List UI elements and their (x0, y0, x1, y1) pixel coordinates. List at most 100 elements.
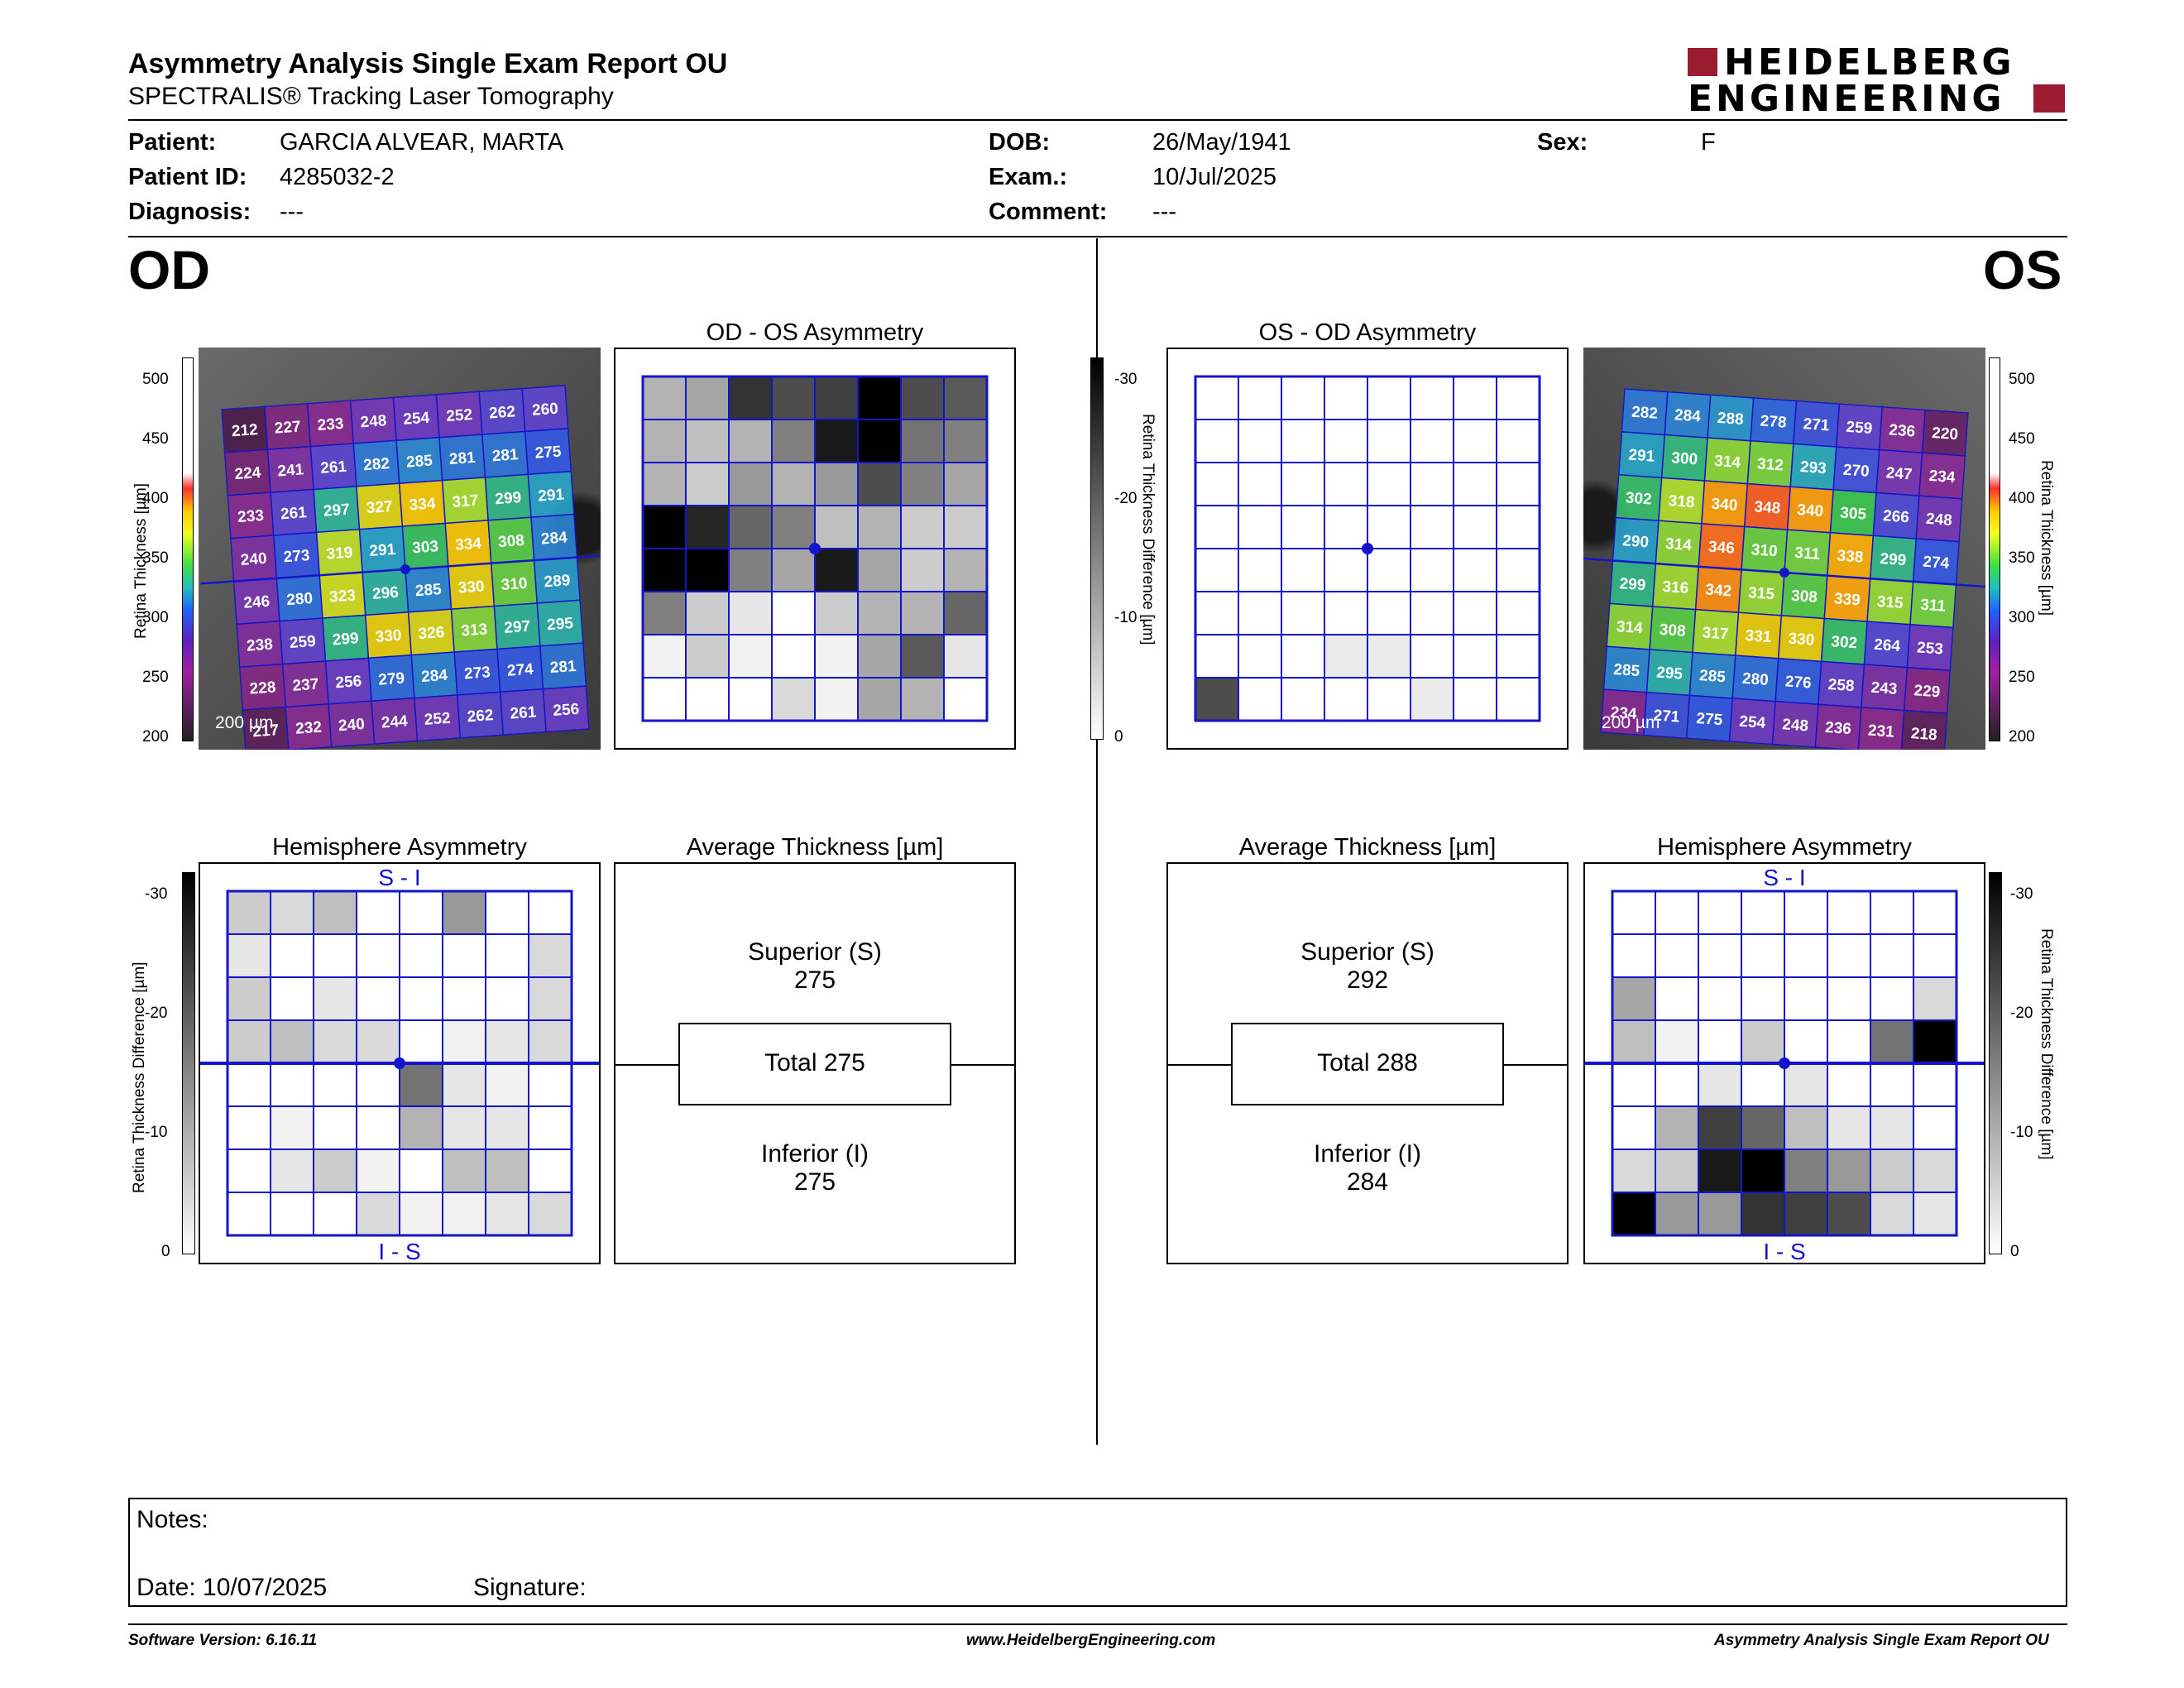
os-thickness-value: 264 (1874, 636, 1902, 655)
dob-value: 26/May/1941 (1152, 129, 1291, 156)
os-asym-cell (1410, 505, 1454, 549)
od-thickness-value: 317 (452, 492, 479, 511)
diff-tick-20: -20 (1114, 490, 1138, 507)
od-hemi-tick-20: -20 (145, 1005, 168, 1022)
od-superior-label: Superior (S) (748, 938, 882, 966)
os-asym-cell (1324, 634, 1368, 679)
difference-colorbar (1090, 357, 1104, 740)
od-asym-cell (685, 462, 730, 506)
os-hemi-cell (1784, 1149, 1828, 1193)
od-thickness-value: 285 (405, 452, 433, 471)
os-asym-cell (1281, 677, 1325, 722)
od-hemi-cell (442, 1062, 486, 1107)
comment-value: --- (1152, 199, 1176, 225)
patient-id: 4285032-2 (280, 164, 395, 190)
od-tick-350: 350 (142, 549, 169, 567)
os-hemi-cell (1827, 976, 1871, 1021)
od-hemi-cell (270, 976, 314, 1021)
os-thickness-value: 270 (1842, 462, 1870, 481)
od-asym-cell (642, 548, 687, 592)
os-hemi-cell (1784, 933, 1828, 978)
os-asym-cell (1367, 376, 1411, 420)
report-title: Asymmetry Analysis Single Exam Report OU (128, 48, 728, 79)
od-inferior-value: 275 (793, 1168, 836, 1196)
od-inferior-label: Inferior (I) (760, 1140, 869, 1168)
os-asym-cell (1410, 376, 1454, 420)
od-thickness-value: 237 (292, 676, 319, 695)
os-asym-fovea-marker (1362, 543, 1373, 554)
od-hemi-cell (270, 933, 314, 978)
notes-box[interactable]: Notes: Date: 10/07/2025 Signature: (128, 1498, 2067, 1607)
os-hemi-cell (1612, 933, 1656, 978)
od-tick-450: 450 (142, 430, 169, 448)
od-thickness-value: 310 (500, 575, 528, 594)
diff-tick-0: 0 (1114, 728, 1123, 746)
od-thickness-cell (542, 685, 590, 733)
os-thickness-value: 314 (1664, 535, 1693, 554)
os-thickness-value: 285 (1698, 667, 1727, 686)
os-asym-cell (1195, 376, 1239, 420)
os-hemi-fovea-marker (1779, 1057, 1790, 1069)
od-asym-grid (641, 375, 989, 722)
od-hemi-cell (399, 1062, 443, 1107)
os-hemi-cell (1612, 890, 1656, 935)
os-asym-cell (1324, 462, 1368, 506)
od-asym-cell (900, 548, 945, 592)
os-asym-cell (1324, 677, 1368, 722)
os-asym-cell (1367, 591, 1411, 635)
os-asym-cell (1324, 419, 1368, 463)
od-hemi-cell (399, 1192, 443, 1236)
od-asym-cell (814, 376, 859, 420)
od-thickness-value: 281 (549, 658, 577, 677)
od-hemi-cell (442, 1019, 486, 1064)
od-asym-cell (642, 505, 687, 549)
od-hemi-axis-label: Retina Thickness Difference [µm] (131, 961, 148, 1193)
od-hemi-cell (227, 890, 271, 935)
od-hemi-cell (399, 890, 443, 935)
os-hemi-cell (1870, 976, 1914, 1021)
sex-value: F (1701, 129, 1716, 156)
od-asym-cell (685, 376, 730, 420)
od-thickness-value: 284 (421, 667, 449, 686)
os-hemi-cell (1612, 1149, 1656, 1193)
od-thickness-value: 299 (332, 630, 359, 649)
os-tick-300: 300 (2009, 609, 2035, 626)
os-thickness-value: 312 (1756, 455, 1784, 474)
od-thickness-value: 296 (371, 584, 399, 603)
os-scale-bar: 200 µm (1602, 713, 1660, 732)
od-thickness-value: 248 (360, 412, 387, 431)
os-thickness-value: 308 (1659, 621, 1686, 640)
os-hemi-cell (1913, 1019, 1957, 1064)
od-hemi-cell (356, 1192, 400, 1236)
od-hemi-cell (356, 890, 400, 935)
od-hemi-cell (227, 1192, 271, 1236)
od-thickness-value: 224 (234, 464, 262, 483)
os-asym-cell (1195, 548, 1239, 592)
os-asym-cell (1195, 462, 1239, 506)
od-hemi-cell (313, 976, 357, 1021)
os-thickness-value: 271 (1803, 415, 1831, 434)
od-hemi-fovea-marker (394, 1057, 405, 1069)
os-asym-cell (1496, 376, 1540, 420)
od-hemi-cell (313, 933, 357, 978)
os-hemi-cell (1698, 1149, 1742, 1193)
od-asym-fovea-marker (809, 543, 821, 554)
patient-id-label: Patient ID: (128, 164, 247, 190)
od-thickness-value: 291 (538, 486, 566, 505)
os-hemi-cell (1913, 890, 1957, 935)
website-link[interactable]: www.HeidelbergEngineering.com (966, 1632, 1216, 1649)
od-asym-cell (728, 548, 773, 592)
od-total-box: Total 275 (678, 1023, 951, 1105)
od-hemi-cell (356, 1149, 400, 1193)
od-asym-cell (771, 462, 816, 506)
od-thickness-value: 227 (274, 418, 301, 437)
os-eye-label: OS (1983, 239, 2062, 300)
os-thickness-value: 310 (1751, 541, 1778, 560)
os-inferior-value: 284 (1346, 1168, 1389, 1196)
od-thickness-axis-label: Retina Thickness [µm] (132, 483, 150, 639)
os-hemi-cell (1655, 1105, 1699, 1150)
os-thickness-value: 346 (1707, 539, 1735, 558)
os-asym-cell (1238, 548, 1282, 592)
od-hemi-cell (442, 976, 486, 1021)
od-hemi-cell (313, 1062, 357, 1107)
